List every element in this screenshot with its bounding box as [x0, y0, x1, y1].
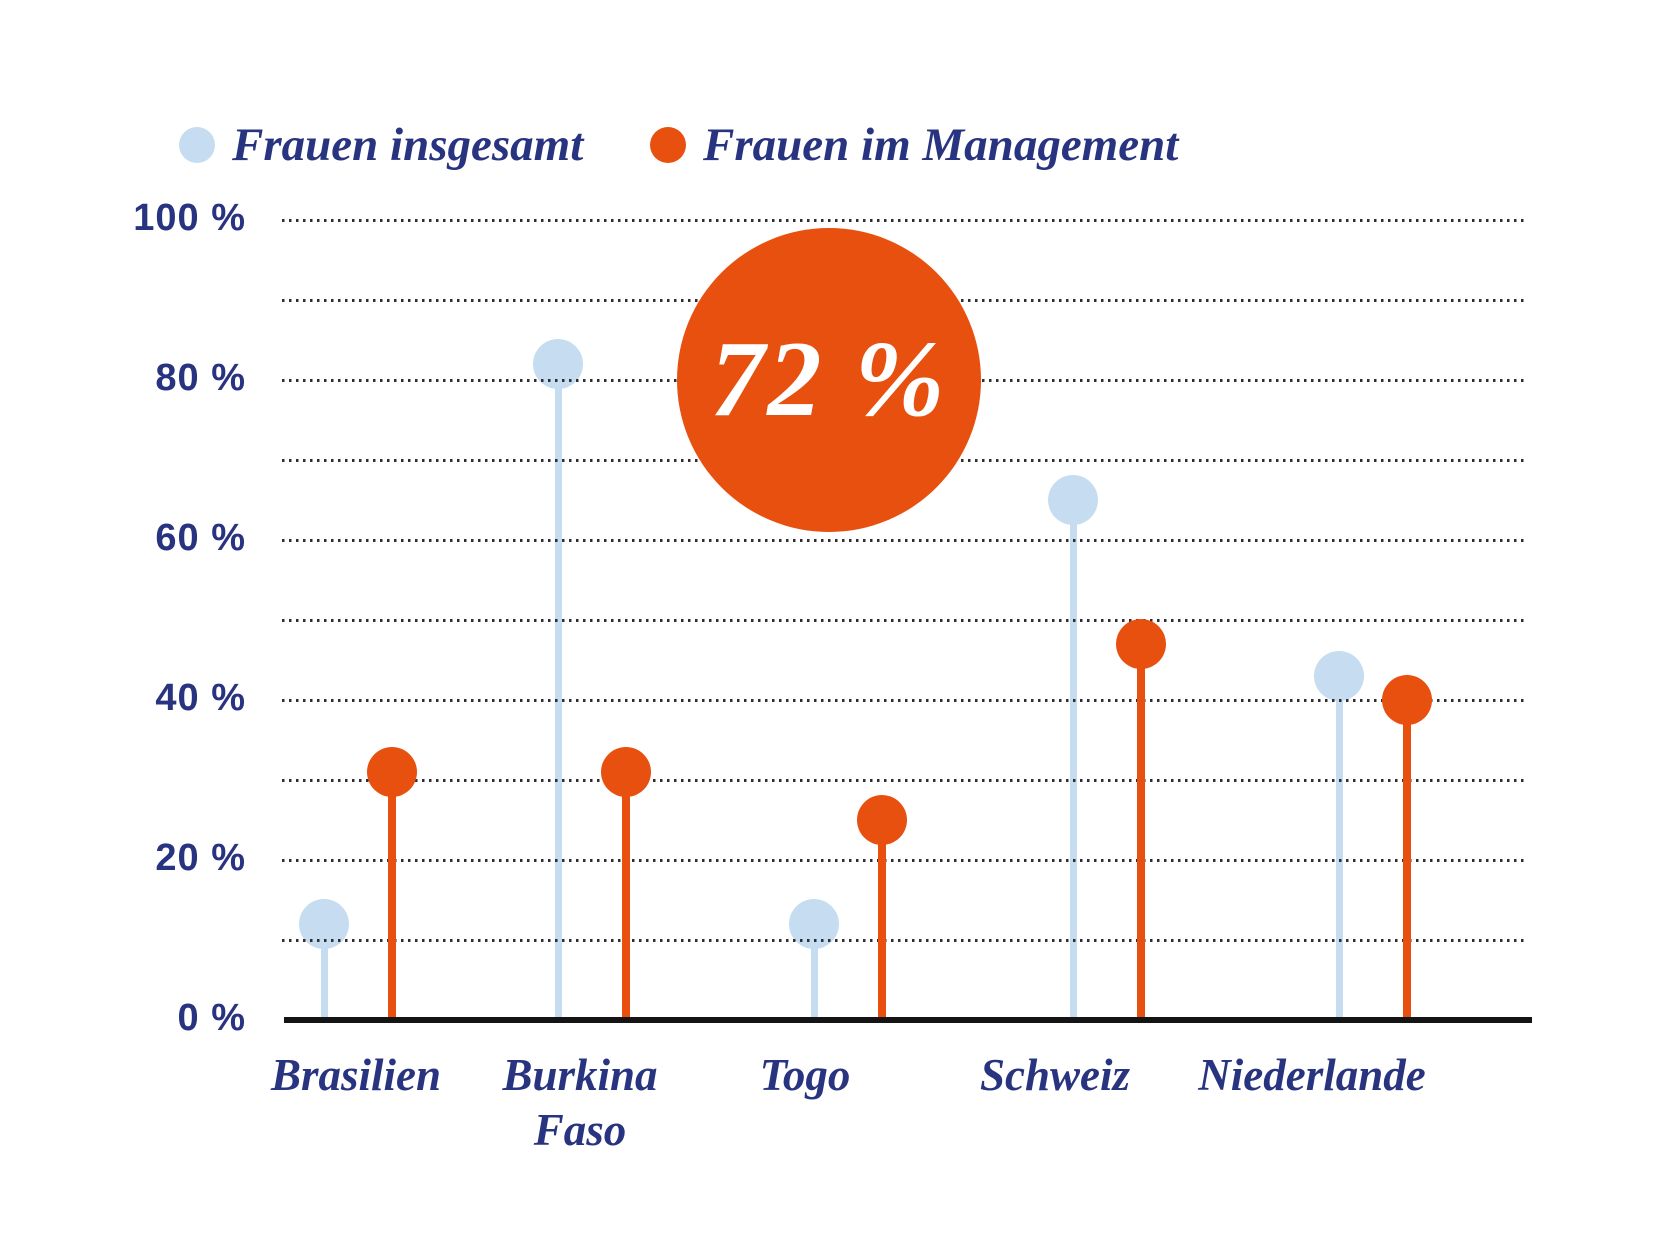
lollipop-head-frauen-insgesamt-niederlande [1314, 651, 1364, 701]
legend-item-frauen-im-management: Frauen im Management [650, 118, 1178, 172]
x-label-brasilien: Brasilien [270, 1050, 442, 1100]
gridline-60 [282, 539, 1526, 542]
legend-item-frauen-insgesamt: Frauen insgesamt [179, 118, 583, 172]
legend-label-women-management: Frauen im Management [703, 119, 1179, 171]
lollipop-stem-frauen-insgesamt-burkina-faso [554, 364, 562, 1020]
lollipop-head-frauen-im-management-schweiz [1116, 619, 1166, 669]
gridline-10 [282, 939, 1526, 942]
x-label-niederlande: Niederlande [1198, 1050, 1426, 1100]
y-tick-0: 0 % [177, 996, 246, 1039]
lollipop-stem-frauen-im-management-niederlande [1403, 700, 1411, 1020]
annotation-circle: 72 % [677, 228, 981, 532]
lollipop-stem-frauen-insgesamt-schweiz [1069, 500, 1077, 1020]
lollipop-stem-frauen-insgesamt-togo [810, 924, 818, 1020]
y-tick-100: 100 % [133, 196, 246, 239]
lollipop-stem-frauen-im-management-schweiz [1137, 644, 1145, 1020]
x-label-togo: Togo [759, 1050, 851, 1100]
gridline-40 [282, 699, 1526, 702]
lollipop-stem-frauen-insgesamt-niederlande [1335, 676, 1343, 1020]
x-axis-line [284, 1017, 1532, 1023]
x-label-schweiz: Schweiz [979, 1050, 1131, 1100]
y-tick-80: 80 % [155, 356, 246, 399]
legend-label-women-total: Frauen insgesamt [232, 119, 584, 171]
y-tick-20: 20 % [155, 836, 246, 879]
lollipop-stem-frauen-im-management-togo [878, 820, 886, 1020]
y-tick-60: 60 % [155, 516, 246, 559]
gridline-100 [282, 219, 1526, 222]
lollipop-stem-frauen-im-management-brasilien [388, 772, 396, 1020]
lollipop-head-frauen-insgesamt-schweiz [1048, 475, 1098, 525]
x-label-burkina-faso: Burkina Faso [502, 1050, 658, 1155]
gridline-50 [282, 619, 1526, 622]
lollipop-head-frauen-im-management-niederlande [1382, 675, 1432, 725]
legend-swatch-women-total-icon [179, 127, 215, 163]
gridline-30 [282, 779, 1526, 782]
gridline-20 [282, 859, 1526, 862]
lollipop-head-frauen-im-management-brasilien [367, 747, 417, 797]
lollipop-stem-frauen-insgesamt-brasilien [320, 924, 328, 1020]
y-tick-40: 40 % [155, 676, 246, 719]
lollipop-head-frauen-im-management-togo [857, 795, 907, 845]
lollipop-head-frauen-im-management-burkina-faso [601, 747, 651, 797]
legend-swatch-women-management-icon [650, 127, 686, 163]
lollipop-stem-frauen-im-management-burkina-faso [622, 772, 630, 1020]
annotation-value: 72 % [710, 320, 948, 439]
